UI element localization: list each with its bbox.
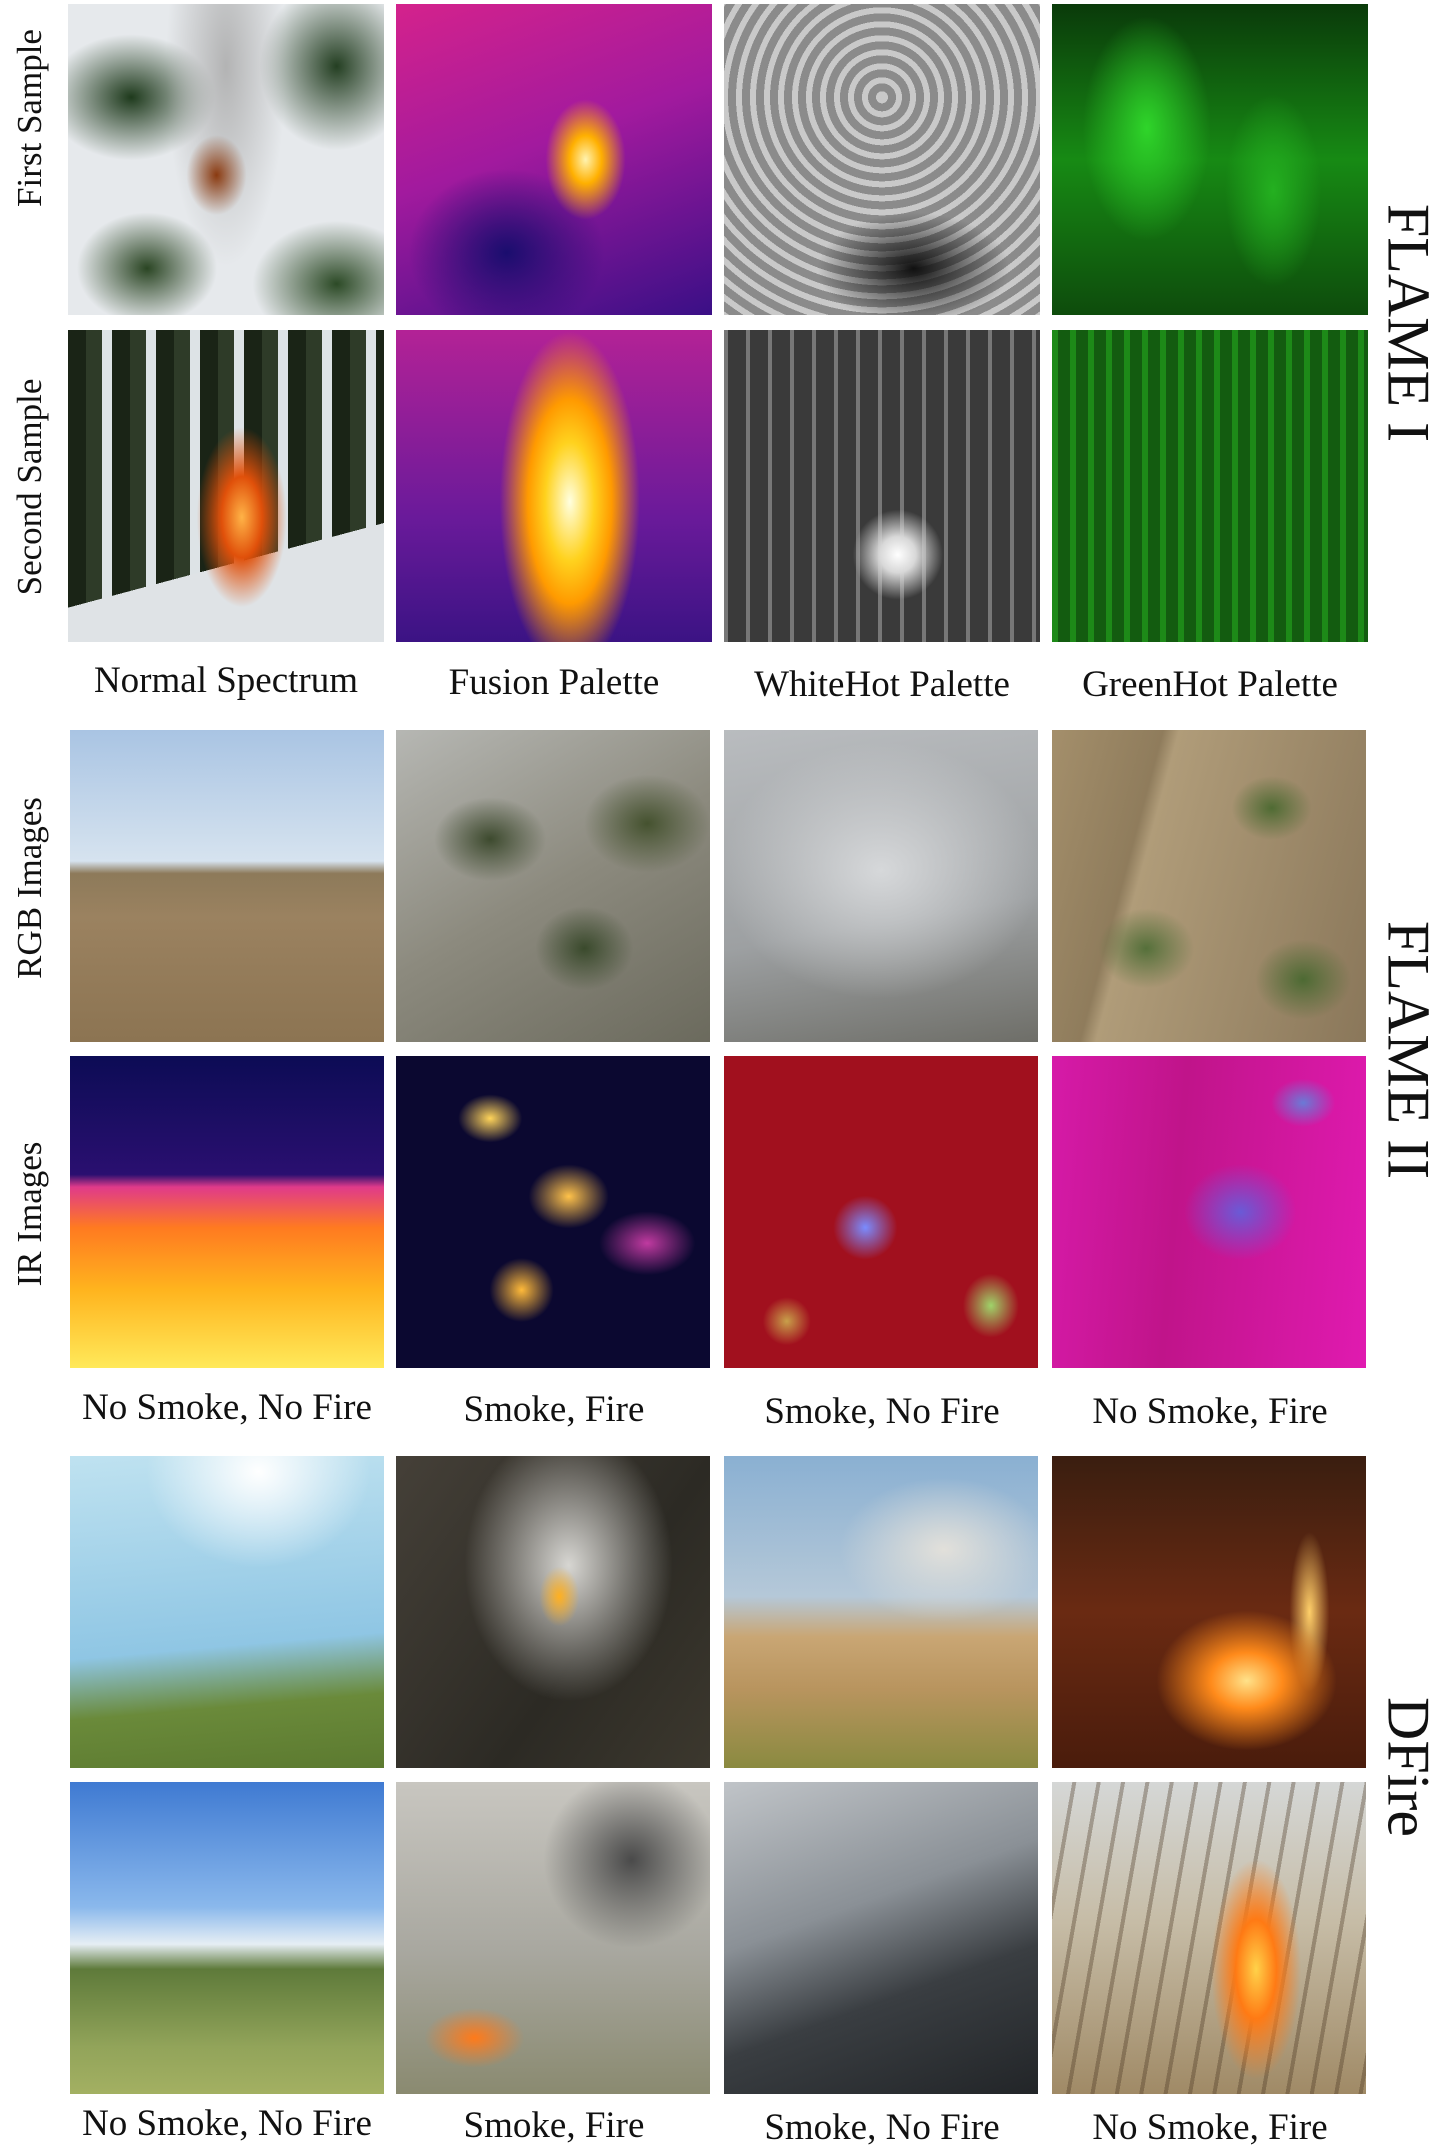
flame1-first-greenhot-image — [1052, 4, 1368, 315]
flame2-ir-smoke-fire-image — [396, 1056, 710, 1368]
dfire-smoke-no-fire-image-2 — [724, 1782, 1038, 2094]
caption-dfire-smoke-no-fire: Smoke, No Fire — [764, 2107, 1000, 2148]
dfire-smoke-no-fire-image-1 — [724, 1456, 1038, 1768]
caption-dfire-no-smoke-no-fire: No Smoke, No Fire — [82, 2103, 372, 2144]
caption-greenhot-palette: GreenHot Palette — [1082, 664, 1338, 705]
dfire-no-smoke-no-fire-image-1 — [70, 1456, 384, 1768]
caption-whitehot-palette: WhiteHot Palette — [754, 664, 1010, 705]
flame1-first-whitehot-image — [724, 4, 1040, 315]
flame2-rgb-smoke-fire-image — [396, 730, 710, 1042]
dfire-no-smoke-fire-image-1 — [1052, 1456, 1366, 1768]
caption-flame2-smoke-no-fire: Smoke, No Fire — [764, 1391, 1000, 1432]
flame1-second-greenhot-image — [1052, 330, 1368, 642]
dataset-label-dfire: DFire — [1375, 1697, 1439, 1837]
flame2-ir-smoke-no-fire-image — [724, 1056, 1038, 1368]
caption-flame2-no-smoke-no-fire: No Smoke, No Fire — [82, 1387, 372, 1428]
caption-flame2-no-smoke-fire: No Smoke, Fire — [1092, 1391, 1328, 1432]
row-label-second-sample: Second Sample — [10, 378, 49, 596]
caption-dfire-no-smoke-fire: No Smoke, Fire — [1092, 2107, 1328, 2148]
flame2-rgb-no-smoke-fire-image — [1052, 730, 1366, 1042]
dataset-label-flame2: FLAME II — [1375, 920, 1439, 1180]
flame1-second-whitehot-image — [724, 330, 1040, 642]
flame2-ir-no-smoke-no-fire-image — [70, 1056, 384, 1368]
row-label-rgb-images: RGB Images — [10, 797, 49, 979]
caption-fusion-palette: Fusion Palette — [448, 662, 660, 703]
caption-flame2-smoke-fire: Smoke, Fire — [463, 1389, 645, 1430]
caption-normal-spectrum: Normal Spectrum — [93, 660, 359, 701]
dfire-no-smoke-no-fire-image-2 — [70, 1782, 384, 2094]
flame1-first-normal-image — [68, 4, 384, 315]
row-label-ir-images: IR Images — [10, 1141, 49, 1287]
row-label-first-sample: First Sample — [10, 29, 49, 207]
caption-dfire-smoke-fire: Smoke, Fire — [463, 2105, 645, 2146]
flame1-first-fusion-image — [396, 4, 712, 315]
flame2-ir-no-smoke-fire-image — [1052, 1056, 1366, 1368]
flame2-rgb-smoke-no-fire-image — [724, 730, 1038, 1042]
flame2-rgb-no-smoke-no-fire-image — [70, 730, 384, 1042]
dataset-label-flame1: FLAME I — [1375, 203, 1439, 443]
flame1-second-normal-image — [68, 330, 384, 642]
flame1-second-fusion-image — [396, 330, 712, 642]
dfire-no-smoke-fire-image-2 — [1052, 1782, 1366, 2094]
dfire-smoke-fire-image-1 — [396, 1456, 710, 1768]
dfire-smoke-fire-image-2 — [396, 1782, 710, 2094]
